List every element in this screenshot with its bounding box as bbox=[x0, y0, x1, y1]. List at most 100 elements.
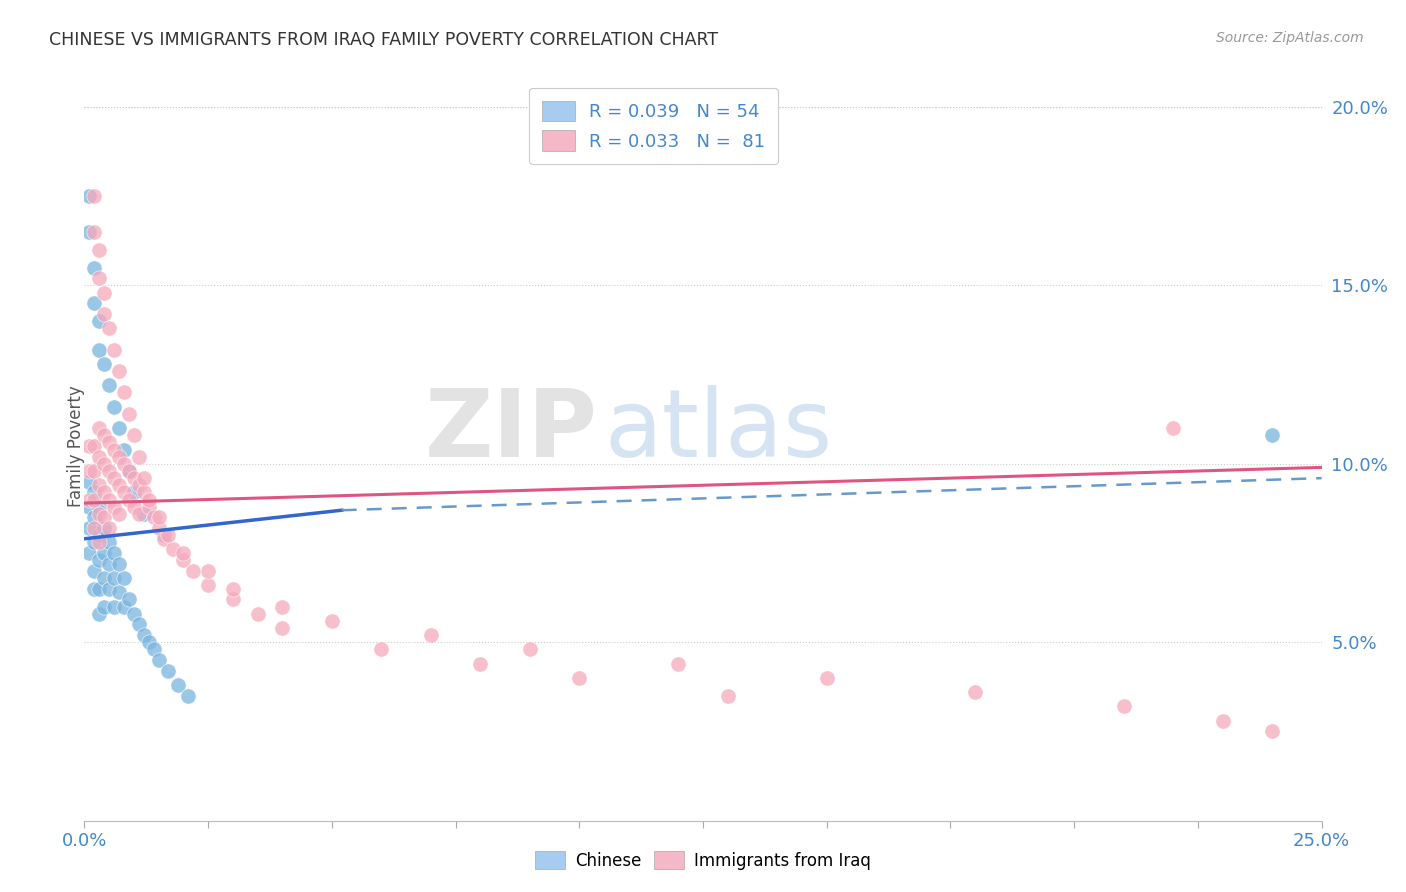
Point bbox=[148, 510, 170, 524]
Point bbox=[93, 599, 115, 614]
Point bbox=[108, 507, 131, 521]
Point bbox=[93, 521, 115, 535]
Point bbox=[79, 475, 101, 489]
Point bbox=[118, 464, 141, 478]
Legend: Chinese, Immigrants from Iraq: Chinese, Immigrants from Iraq bbox=[529, 845, 877, 877]
Point bbox=[197, 578, 219, 592]
Point bbox=[93, 428, 115, 442]
Point bbox=[108, 585, 131, 599]
Point bbox=[470, 657, 492, 671]
Point bbox=[122, 607, 145, 621]
Point bbox=[89, 271, 111, 285]
Point bbox=[112, 457, 135, 471]
Point bbox=[89, 507, 111, 521]
Point bbox=[89, 243, 111, 257]
Point bbox=[222, 592, 245, 607]
Point bbox=[122, 471, 145, 485]
Point bbox=[172, 546, 194, 560]
Point bbox=[112, 599, 135, 614]
Point bbox=[167, 678, 190, 692]
Point bbox=[152, 528, 174, 542]
Point bbox=[89, 500, 111, 514]
Point bbox=[103, 599, 125, 614]
Point bbox=[83, 510, 105, 524]
Point bbox=[89, 421, 111, 435]
Point bbox=[132, 485, 155, 500]
Point bbox=[83, 439, 105, 453]
Point bbox=[83, 464, 105, 478]
Point bbox=[79, 225, 101, 239]
Point bbox=[1161, 421, 1184, 435]
Point bbox=[271, 621, 294, 635]
Point bbox=[112, 485, 135, 500]
Point bbox=[79, 521, 101, 535]
Point bbox=[98, 492, 121, 507]
Point bbox=[108, 450, 131, 464]
Point bbox=[419, 628, 441, 642]
Point bbox=[93, 510, 115, 524]
Point bbox=[103, 442, 125, 457]
Point bbox=[666, 657, 689, 671]
Point bbox=[717, 689, 740, 703]
Point bbox=[181, 564, 204, 578]
Point bbox=[1112, 699, 1135, 714]
Point bbox=[112, 385, 135, 400]
Point bbox=[122, 485, 145, 500]
Point bbox=[1261, 724, 1284, 739]
Point bbox=[271, 599, 294, 614]
Point bbox=[98, 521, 121, 535]
Point bbox=[108, 364, 131, 378]
Point bbox=[93, 357, 115, 371]
Point bbox=[815, 671, 838, 685]
Point bbox=[83, 535, 105, 549]
Point bbox=[79, 464, 101, 478]
Point bbox=[79, 492, 101, 507]
Point bbox=[112, 442, 135, 457]
Point bbox=[103, 546, 125, 560]
Point bbox=[148, 653, 170, 667]
Point bbox=[93, 485, 115, 500]
Text: atlas: atlas bbox=[605, 385, 832, 477]
Point bbox=[1212, 714, 1234, 728]
Point bbox=[519, 642, 541, 657]
Legend: R = 0.039   N = 54, R = 0.033   N =  81: R = 0.039 N = 54, R = 0.033 N = 81 bbox=[530, 88, 778, 164]
Point bbox=[89, 343, 111, 357]
Point bbox=[83, 521, 105, 535]
Point bbox=[152, 532, 174, 546]
Point bbox=[79, 439, 101, 453]
Point bbox=[103, 343, 125, 357]
Point bbox=[98, 464, 121, 478]
Point bbox=[89, 450, 111, 464]
Y-axis label: Family Poverty: Family Poverty bbox=[67, 385, 84, 507]
Point bbox=[98, 321, 121, 335]
Point bbox=[138, 500, 160, 514]
Point bbox=[132, 471, 155, 485]
Point bbox=[128, 617, 150, 632]
Point bbox=[132, 628, 155, 642]
Point bbox=[122, 428, 145, 442]
Point bbox=[83, 225, 105, 239]
Point bbox=[108, 557, 131, 571]
Point bbox=[83, 260, 105, 275]
Point bbox=[138, 635, 160, 649]
Point bbox=[83, 582, 105, 596]
Point bbox=[128, 507, 150, 521]
Point bbox=[965, 685, 987, 699]
Point bbox=[118, 464, 141, 478]
Point bbox=[79, 189, 101, 203]
Point bbox=[103, 471, 125, 485]
Point bbox=[89, 314, 111, 328]
Point bbox=[83, 296, 105, 310]
Point bbox=[172, 553, 194, 567]
Point bbox=[138, 492, 160, 507]
Point bbox=[89, 607, 111, 621]
Point bbox=[93, 571, 115, 585]
Point bbox=[568, 671, 591, 685]
Point bbox=[79, 500, 101, 514]
Point bbox=[1261, 428, 1284, 442]
Point bbox=[93, 307, 115, 321]
Point bbox=[98, 582, 121, 596]
Point bbox=[148, 521, 170, 535]
Point bbox=[98, 557, 121, 571]
Point bbox=[83, 485, 105, 500]
